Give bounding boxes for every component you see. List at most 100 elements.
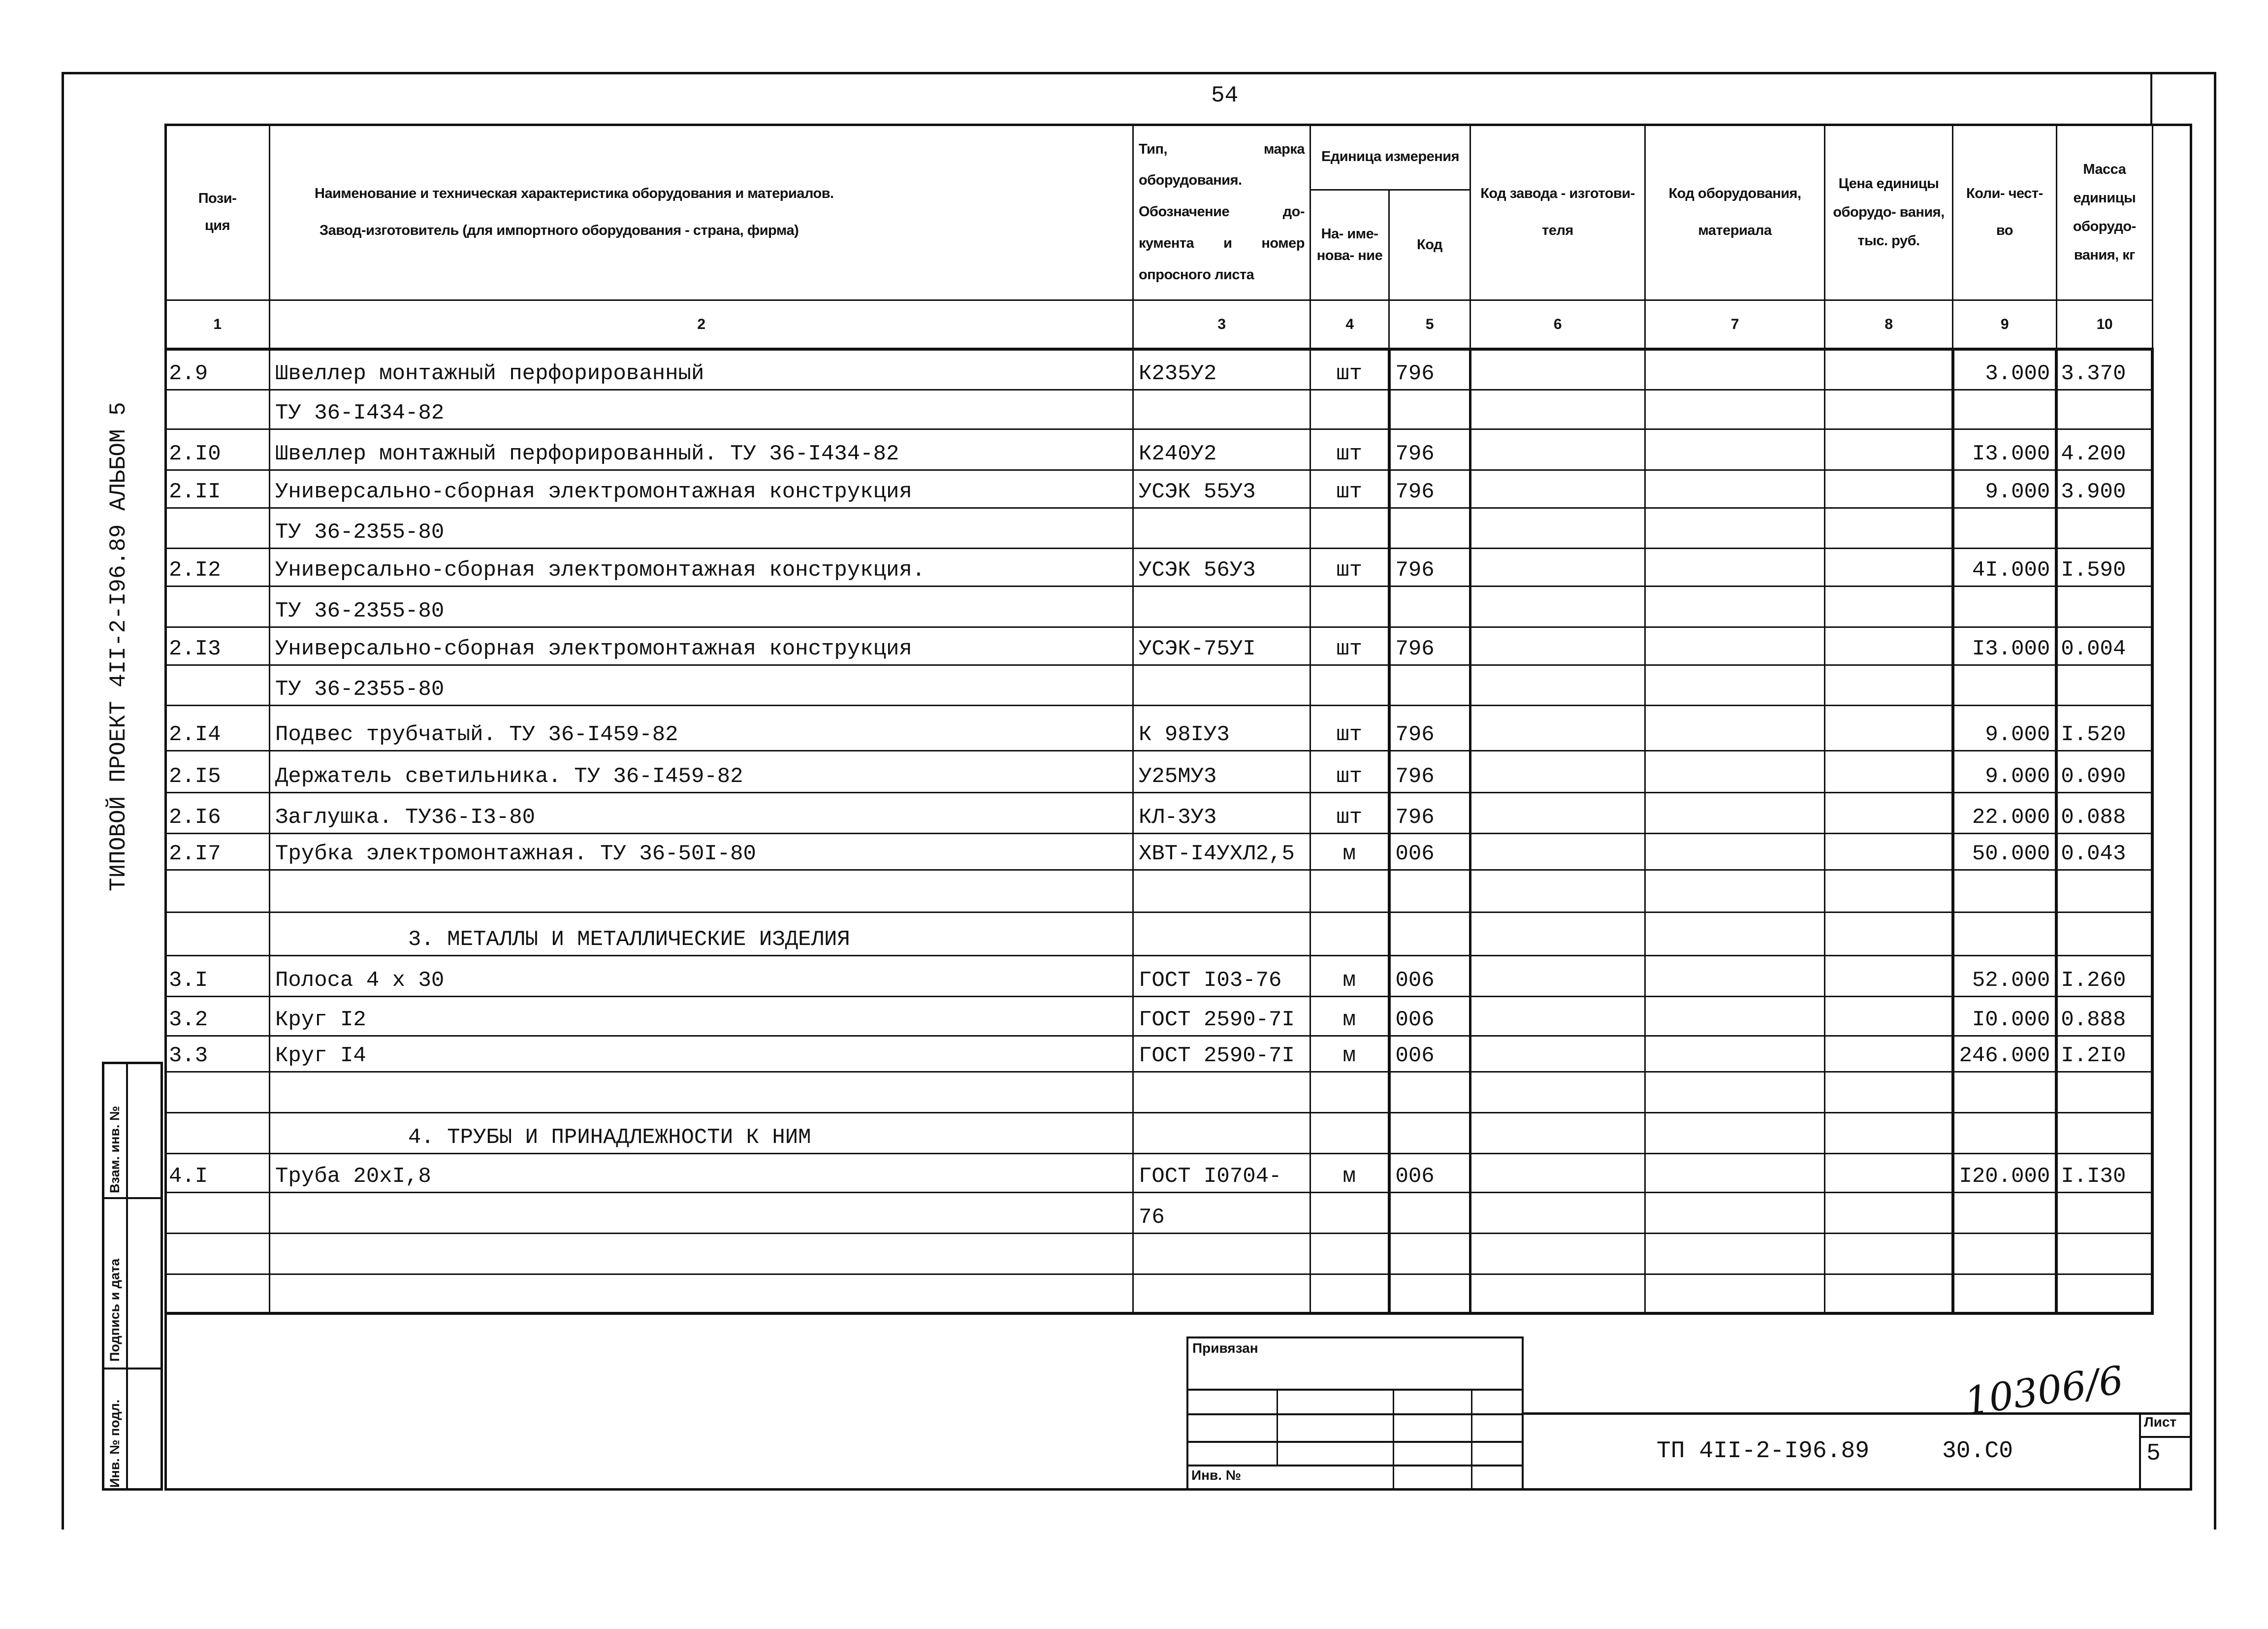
type-cell: К240У2 [1132,428,1311,471]
type-cell [1132,507,1311,549]
table-row [164,1232,2154,1275]
position-cell [164,1071,270,1113]
section-heading: 4. ТРУБЫ И ПРИНАДЛЕЖНОСТИ К НИМ [269,1111,1134,1154]
corner-tick [2150,72,2152,124]
unit-name-cell [1310,869,1390,913]
unit-code-cell: 796 [1387,791,1471,834]
mass-cell: 0.004 [2055,626,2154,666]
name-cell: ТУ 36-2355-80 [269,507,1134,549]
manufacturer-code-cell [1469,428,1646,471]
manufacturer-code-cell [1469,1071,1646,1113]
price-cell [1824,911,1953,956]
mass-cell: 3.370 [2055,348,2154,391]
position-cell: 2.I7 [164,832,270,871]
type-cell: УСЭК-75УI [1132,626,1311,666]
unit-name-cell: шт [1310,348,1390,391]
header-equipment-code: Код оборудования, материала [1644,124,1825,301]
equipment-code-cell [1644,1191,1825,1234]
position-cell: 2.II [164,469,270,509]
column-number: 10 [2055,299,2153,351]
page-number: 54 [1211,83,1239,108]
unit-code-cell [1387,1191,1471,1234]
stamp-divider [126,1197,161,1199]
unit-name-cell: м [1310,1152,1390,1193]
unit-name-cell: шт [1310,469,1390,509]
quantity-cell: 9.000 [1951,704,2057,751]
quantity-cell: 50.000 [1951,832,2057,871]
tb-vdivider [1393,1390,1394,1491]
quantity-cell: 3.000 [1951,348,2057,391]
price-cell [1824,791,1953,834]
unit-name-cell: м [1310,1035,1390,1073]
price-cell [1824,704,1953,751]
equipment-code-cell [1644,428,1825,471]
price-cell [1824,348,1953,391]
price-cell [1824,1191,1953,1234]
name-cell: Труба 20хI,8 [269,1152,1134,1193]
column-number: 5 [1388,299,1471,351]
position-cell: 2.I0 [164,428,270,471]
mass-cell [2055,1111,2154,1154]
stamp-cell-signature: Подпись и дата [104,1199,128,1369]
quantity-cell [1951,1273,2057,1315]
quantity-cell [1951,1111,2057,1154]
position-cell: 2.I4 [164,704,270,751]
quantity-cell: I3.000 [1951,428,2057,471]
table-row: 3.2 Круг I2 ГОСТ 2590-7I м 006 I0.000 0.888 [164,995,2154,1037]
quantity-cell: I0.000 [1951,995,2057,1037]
position-cell: 2.I6 [164,791,270,834]
header-unit-mass: Масса единицы оборудо- вания, кг [2055,124,2153,301]
table-row: ТУ 36-2355-80 [164,507,2154,549]
type-cell: К 98IУ3 [1132,704,1311,751]
stamp-cell-replacement: Взам. инв. № [104,1064,128,1199]
table-row: 3.3 Круг I4 ГОСТ 2590-7I м 006 246.000 I.2I0 [164,1035,2154,1073]
tb-divider [1188,1413,1522,1415]
quantity-cell: 4I.000 [1951,547,2057,587]
position-cell [164,1232,270,1275]
quantity-cell [1951,389,2057,430]
price-cell [1824,1152,1953,1193]
type-cell: ГОСТ 2590-7I [1132,1035,1311,1073]
header-position: Пози- ция [164,124,270,301]
name-cell: Подвес трубчатый. ТУ 36-I459-82 [269,704,1134,751]
header-quantity: Коли- чест- во [1952,124,2057,301]
name-cell: Универсально-сборная электромонтажная ко… [269,469,1134,509]
manufacturer-code-cell [1469,954,1646,997]
type-cell [1132,1232,1311,1275]
stamp-label-signature-date: Подпись и дата [107,1258,122,1362]
unit-code-cell [1387,1111,1471,1154]
header-unit-name: На- име- нова- ние [1310,189,1390,301]
equipment-code-cell [1644,547,1825,587]
position-cell: 4.I [164,1152,270,1193]
name-cell [269,1191,1134,1234]
unit-code-cell: 796 [1387,428,1471,471]
manufacturer-code-cell [1469,869,1646,913]
type-cell [1132,585,1311,628]
quantity-cell: 9.000 [1951,469,2057,509]
mass-cell [2055,585,2154,628]
position-cell [164,1273,270,1315]
equipment-code-cell [1644,626,1825,666]
type-cell: 76 [1132,1191,1311,1234]
mass-cell: 0.888 [2055,995,2154,1037]
unit-code-cell: 006 [1387,832,1471,871]
table-row: 2.I6 Заглушка. ТУ36-I3-80 КЛ-3У3 шт 796 22.00… [164,791,2154,834]
price-cell [1824,626,1953,666]
quantity-cell: 9.000 [1951,749,2057,793]
unit-code-cell [1387,507,1471,549]
unit-code-cell [1387,664,1471,706]
quantity-cell [1951,1191,2057,1234]
equipment-code-cell [1644,507,1825,549]
mass-cell [2055,1191,2154,1234]
equipment-code-cell [1644,1035,1825,1073]
table-row: 2.I4 Подвес трубчатый. ТУ 36-I459-82 К 98I… [164,704,2154,751]
tb-divider [1188,1465,1522,1466]
unit-code-cell [1387,1071,1471,1113]
name-cell: Круг I4 [269,1035,1134,1073]
name-cell [269,1232,1134,1275]
column-number: 4 [1310,299,1390,351]
outer-frame-top [63,72,2216,74]
unit-code-cell [1387,1232,1471,1275]
unit-code-cell: 796 [1387,749,1471,793]
stamp-label-original-inv: Инв. № подл. [107,1399,122,1488]
